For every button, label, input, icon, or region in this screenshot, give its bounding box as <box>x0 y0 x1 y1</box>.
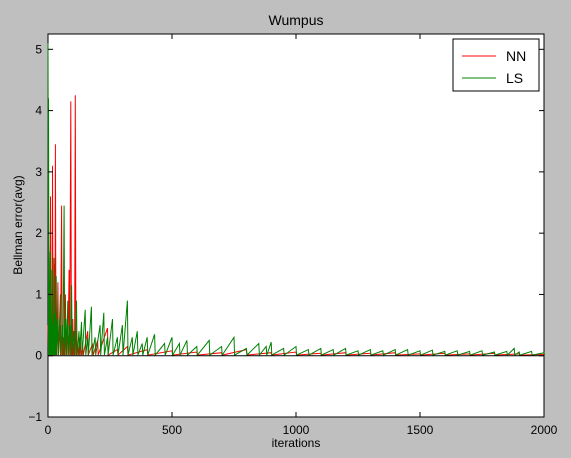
y-tick-label: 0 <box>35 349 42 363</box>
legend: NN LS <box>452 38 540 92</box>
legend-label-nn: NN <box>506 48 526 64</box>
y-tick-label: 1 <box>35 287 42 301</box>
chart-title: Wumpus <box>269 12 324 28</box>
y-tick-label: 5 <box>35 42 42 56</box>
x-tick-label: 500 <box>162 423 182 437</box>
legend-box <box>452 38 540 92</box>
y-tick-label: 3 <box>35 165 42 179</box>
x-tick-label: 1000 <box>283 423 310 437</box>
y-tick-label: −1 <box>28 410 42 424</box>
y-tick-label: 2 <box>35 226 42 240</box>
y-tick-label: 4 <box>35 104 42 118</box>
y-axis-label: Bellman error(avg) <box>11 175 25 274</box>
series-ls-line <box>47 43 546 357</box>
x-tick-label: 2000 <box>531 423 558 437</box>
series-layer <box>47 43 546 357</box>
x-tick-label: 0 <box>45 423 52 437</box>
x-tick-label: 1500 <box>407 423 434 437</box>
legend-label-ls: LS <box>506 70 523 86</box>
x-axis-label: iterations <box>272 436 321 450</box>
